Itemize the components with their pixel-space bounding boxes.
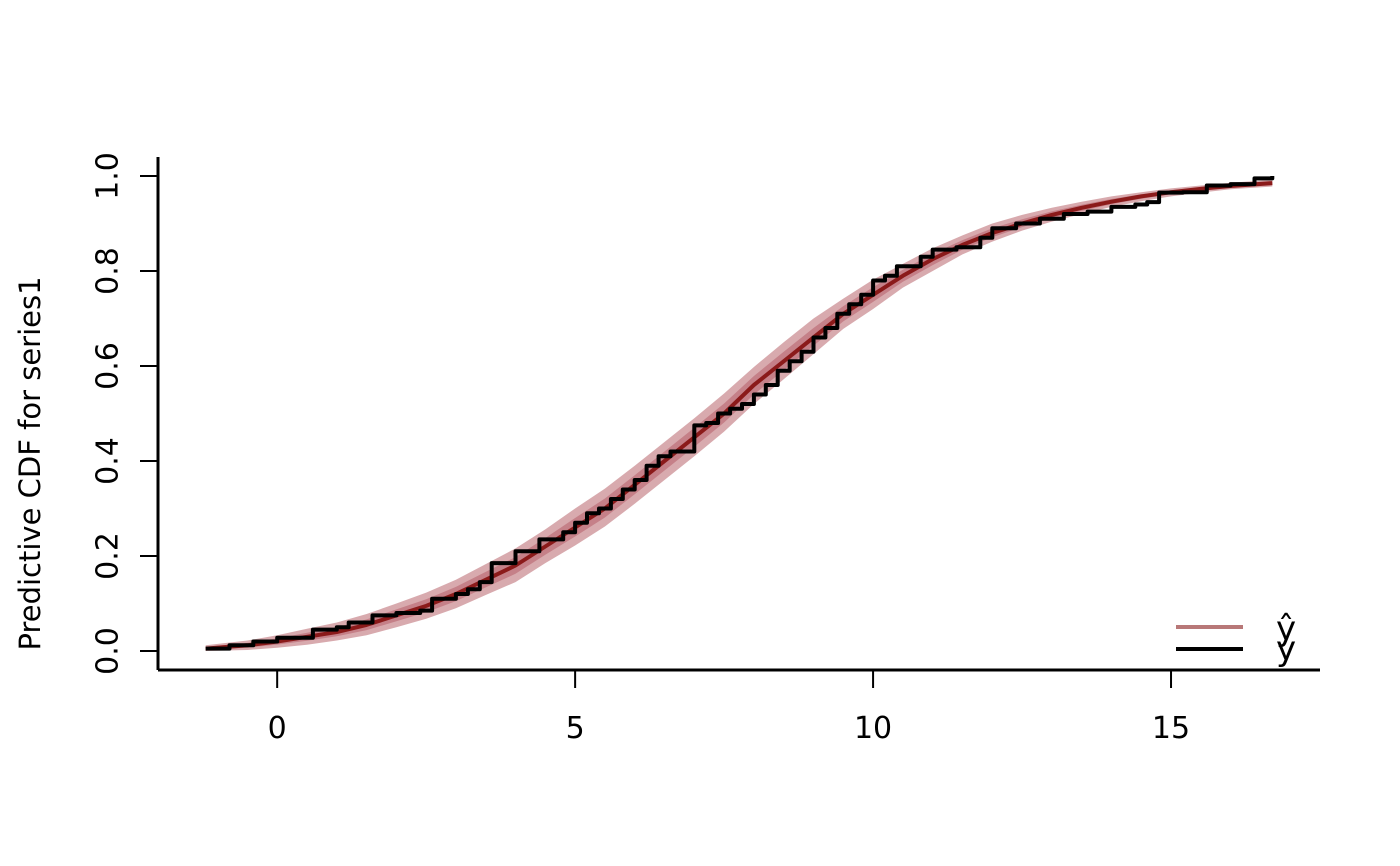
y-tick-label: 1.0 [91, 152, 126, 200]
x-tick-label: 5 [566, 711, 585, 746]
y-tick-label: 0.4 [91, 437, 126, 485]
observed-y-line [205, 176, 1275, 651]
axes: 0 5 10 15 0.0 0.2 0.4 0.6 0.8 1.0 Predictive CDF f… [13, 152, 1320, 746]
x-tick-label: 10 [854, 711, 892, 746]
legend-y-label: y [1276, 629, 1296, 669]
x-tick-label: 0 [268, 711, 287, 746]
y-axis-title: Predictive CDF for series1 [13, 276, 47, 650]
y-tick-label: 0.6 [91, 342, 126, 390]
y-tick-label: 0.0 [91, 627, 126, 675]
y-tick-label: 0.8 [91, 247, 126, 295]
band-outer [205, 179, 1273, 652]
legend: ŷy [1176, 609, 1296, 669]
x-tick-label: 15 [1152, 711, 1190, 746]
predictive-bands [205, 179, 1273, 652]
chart-lines [205, 176, 1275, 651]
y-tick-label: 0.2 [91, 532, 126, 580]
legend-yrep-label: ŷ [1276, 609, 1296, 649]
